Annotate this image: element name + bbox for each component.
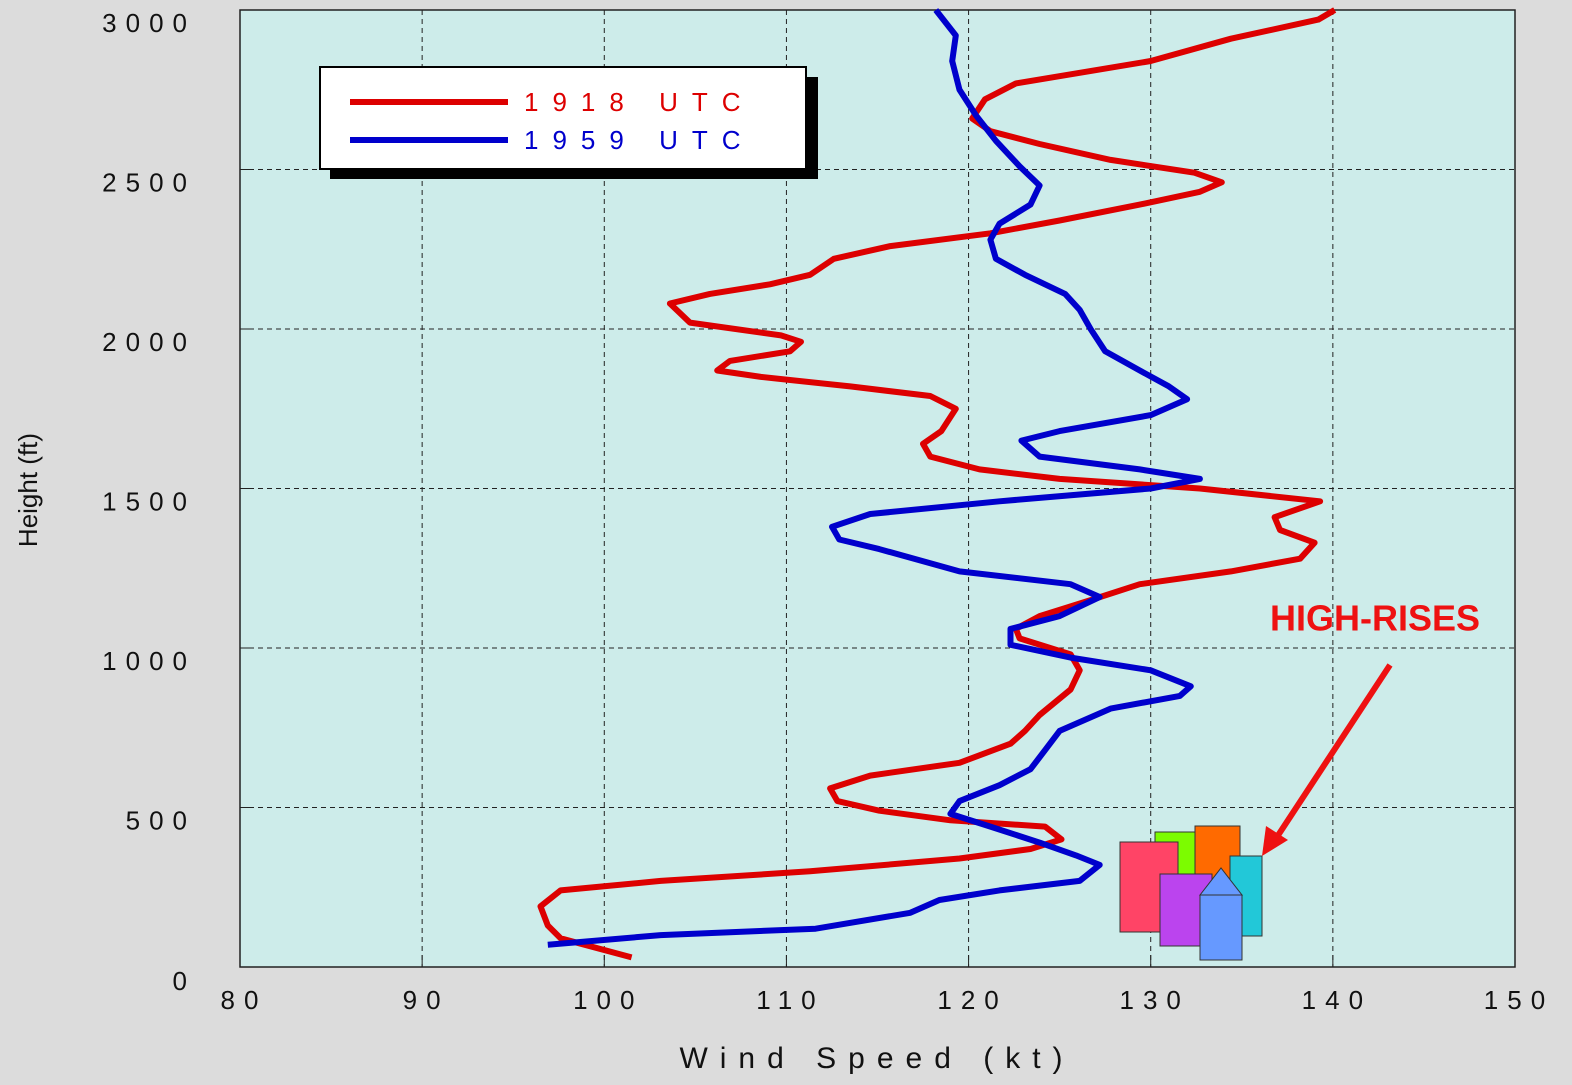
series-line	[537, 7, 1337, 961]
annotation: HIGH-RISES	[1270, 598, 1480, 639]
y-tick-label: 2000	[102, 327, 196, 357]
y-tick-label: 500	[126, 805, 196, 835]
y-tick-label: 1000	[102, 646, 196, 676]
buildings-icon	[1119, 825, 1263, 961]
y-tick-label: 0	[173, 966, 196, 996]
y-tick-label: 3000	[102, 8, 196, 38]
series-line	[547, 8, 1203, 948]
annotation-arrow	[1272, 663, 1393, 842]
y-tick-label: 1500	[102, 486, 196, 516]
x-tick-label: 100	[573, 985, 643, 1015]
x-tick-label: 90	[403, 985, 450, 1015]
x-tick-label: 110	[756, 985, 824, 1015]
legend	[319, 66, 807, 170]
x-tick-label: 130	[1120, 985, 1190, 1015]
legend-label: 1918 UTC	[524, 87, 755, 117]
x-tick-label: 150	[1484, 985, 1554, 1015]
x-axis-label: Wind Speed (kt)	[679, 1042, 1074, 1075]
annotation-arrowhead	[1262, 826, 1288, 856]
x-tick-label: 120	[937, 985, 1007, 1015]
y-tick-label: 2500	[102, 167, 196, 197]
legend-label: 1959 UTC	[524, 125, 755, 155]
x-tick-label: 80	[221, 985, 268, 1015]
x-tick-label: 140	[1302, 985, 1372, 1015]
y-axis-label: Height (ft)	[13, 433, 43, 547]
